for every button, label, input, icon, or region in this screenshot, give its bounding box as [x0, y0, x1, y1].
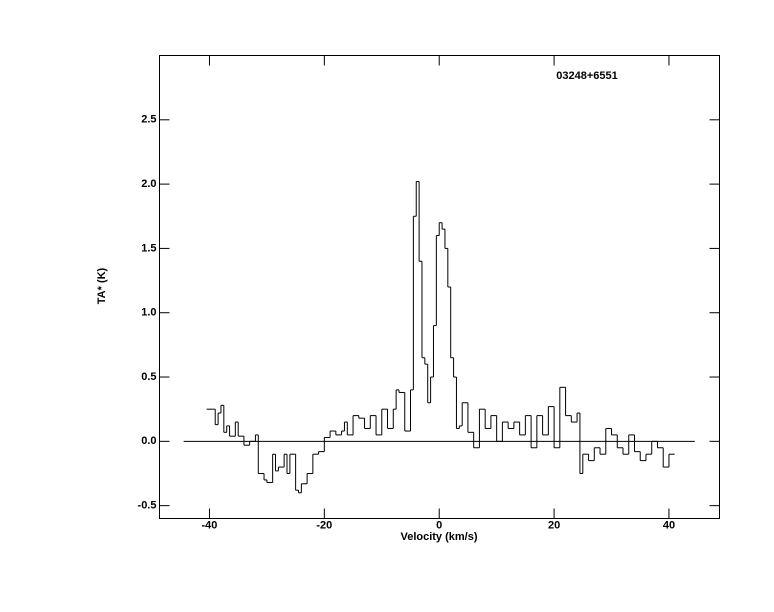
y-tick-label: 0.0 — [141, 435, 156, 447]
y-axis-label: TA* (K) — [96, 267, 108, 304]
chart-title: 03248+6551 — [556, 70, 617, 82]
x-tick-label: 20 — [548, 519, 560, 531]
plot-frame — [159, 55, 720, 519]
y-tick-label: 2.0 — [141, 178, 156, 190]
y-tick-label: 2.5 — [141, 114, 156, 126]
y-tick-label: 1.0 — [141, 307, 156, 319]
x-tick-label: -40 — [202, 519, 218, 531]
y-tick-label: 0.5 — [141, 371, 156, 383]
x-tick-label: 0 — [436, 519, 442, 531]
x-tick-label: 40 — [663, 519, 675, 531]
y-tick-label: -0.5 — [138, 500, 157, 512]
x-axis-label: Velocity (km/s) — [400, 531, 477, 543]
y-tick-label: 1.5 — [141, 242, 156, 254]
x-tick-label: -20 — [316, 519, 332, 531]
